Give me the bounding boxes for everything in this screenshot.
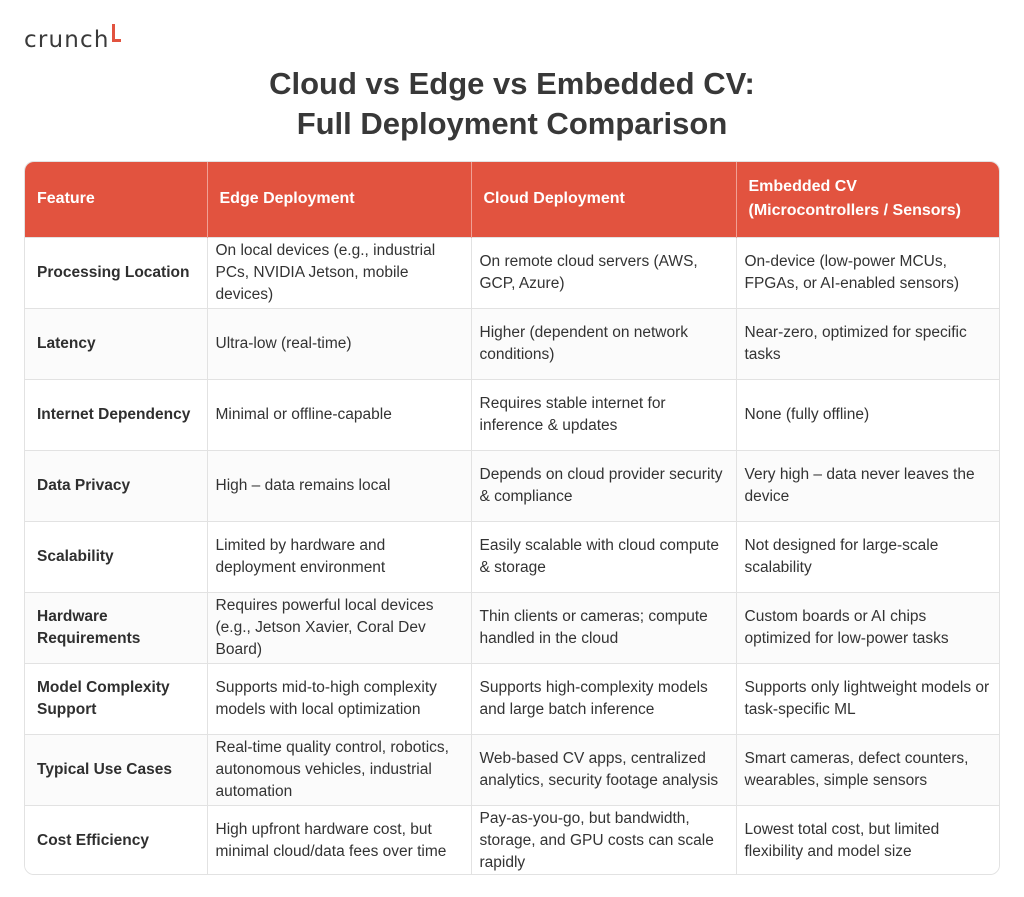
table-row: Processing Location On local devices (e.g… xyxy=(25,236,999,308)
feature-cell: Scalability xyxy=(25,520,208,592)
embedded-cell: None (fully offline) xyxy=(736,378,999,450)
cloud-cell: Depends on cloud provider security & com… xyxy=(471,449,737,521)
embedded-cell: Lowest total cost, but limited flexibili… xyxy=(736,804,999,874)
table-row: Latency Ultra-low (real-time) Higher (depe… xyxy=(25,307,999,379)
table-body: Processing Location On local devices (e.g… xyxy=(25,236,999,874)
feature-cell: Hardware Requirements xyxy=(25,591,208,663)
feature-cell: Processing Location xyxy=(25,236,208,308)
table-row: Scalability Limited by hardware and deplo… xyxy=(25,520,999,592)
edge-cell: Minimal or offline-capable xyxy=(207,378,472,450)
edge-cell: High – data remains local xyxy=(207,449,472,521)
embedded-cell: Not designed for large-scale scalability xyxy=(736,520,999,592)
comparison-table-container: Feature Edge Deployment Cloud Deployment… xyxy=(24,161,1000,875)
edge-cell: Real-time quality control, robotics, aut… xyxy=(207,733,472,805)
feature-cell: Internet Dependency xyxy=(25,378,208,450)
column-header-feature: Feature xyxy=(25,162,208,237)
feature-cell: Cost Efficiency xyxy=(25,804,208,874)
table-row: Typical Use Cases Real-time quality contr… xyxy=(25,733,999,805)
feature-cell: Latency xyxy=(25,307,208,379)
page-title-line-2: Full Deployment Comparison xyxy=(296,106,728,141)
column-header-cloud: Cloud Deployment xyxy=(471,162,737,237)
embedded-cell: Near-zero, optimized for specific tasks xyxy=(736,307,999,379)
comparison-table: Feature Edge Deployment Cloud Deployment… xyxy=(25,162,999,874)
embedded-cell: Smart cameras, defect counters, wearable… xyxy=(736,733,999,805)
embedded-cell: On-device (low-power MCUs, FPGAs, or AI-… xyxy=(736,236,999,308)
cloud-cell: Pay-as-you-go, but bandwidth, storage, a… xyxy=(471,804,737,874)
cloud-cell: Thin clients or cameras; compute handled… xyxy=(471,591,737,663)
embedded-cell: Very high – data never leaves the device xyxy=(736,449,999,521)
column-header-embedded: Embedded CV (Microcontrollers / Sensors) xyxy=(736,162,999,237)
column-header-edge: Edge Deployment xyxy=(207,162,472,237)
feature-cell: Data Privacy xyxy=(25,449,208,521)
feature-cell: Model Complexity Support xyxy=(25,662,208,734)
table-row: Data Privacy High – data remains local Dep… xyxy=(25,449,999,521)
table-row: Cost Efficiency High upfront hardware cos… xyxy=(25,804,999,874)
page-title-line-1: Cloud vs Edge vs Embedded CV: xyxy=(269,66,755,101)
brand-corner-mark-icon xyxy=(111,24,121,42)
table-row: Internet Dependency Minimal or offline-ca… xyxy=(25,378,999,450)
brand-logo: crunch xyxy=(24,20,121,52)
embedded-cell: Supports only lightweight models or task… xyxy=(736,662,999,734)
cloud-cell: Requires stable internet for inference &… xyxy=(471,378,737,450)
cloud-cell: Higher (dependent on network conditions) xyxy=(471,307,737,379)
edge-cell: Limited by hardware and deployment envir… xyxy=(207,520,472,592)
cloud-cell: Supports high-complexity models and larg… xyxy=(471,662,737,734)
table-row: Hardware Requirements Requires powerful l… xyxy=(25,591,999,663)
edge-cell: Ultra-low (real-time) xyxy=(207,307,472,379)
cloud-cell: Easily scalable with cloud compute & sto… xyxy=(471,520,737,592)
edge-cell: High upfront hardware cost, but minimal … xyxy=(207,804,472,874)
embedded-cell: Custom boards or AI chips optimized for … xyxy=(736,591,999,663)
table-header-row: Feature Edge Deployment Cloud Deployment… xyxy=(25,162,999,237)
page-title: Cloud vs Edge vs Embedded CV: Full Deplo… xyxy=(0,64,1024,144)
edge-cell: Requires powerful local devices (e.g., J… xyxy=(207,591,472,663)
cloud-cell: On remote cloud servers (AWS, GCP, Azure… xyxy=(471,236,737,308)
brand-name: crunch xyxy=(24,27,110,53)
table-row: Model Complexity Support Supports mid-to-… xyxy=(25,662,999,734)
cloud-cell: Web-based CV apps, centralized analytics… xyxy=(471,733,737,805)
edge-cell: Supports mid-to-high complexity models w… xyxy=(207,662,472,734)
feature-cell: Typical Use Cases xyxy=(25,733,208,805)
edge-cell: On local devices (e.g., industrial PCs, … xyxy=(207,236,472,308)
